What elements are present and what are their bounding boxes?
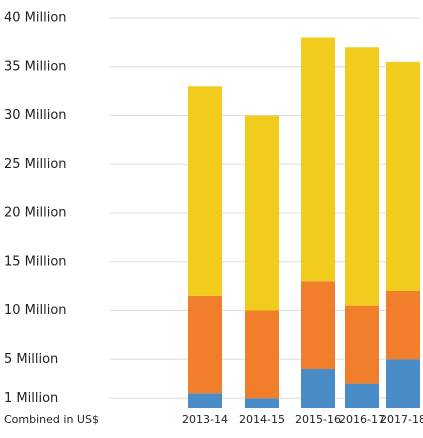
bar-segment [188, 86, 222, 296]
bar-segment [245, 115, 279, 311]
y-tick-label: 40 Million [4, 11, 67, 26]
bar-segment [188, 295, 222, 394]
y-tick-label: 15 Million [4, 254, 67, 269]
y-tick-label: 5 Million [4, 352, 58, 367]
y-tick-label: 1 Million [4, 391, 58, 406]
bar-segment [301, 369, 335, 408]
bar-segment [245, 310, 279, 399]
bar-segment [386, 61, 420, 291]
bar-segment [301, 281, 335, 369]
bar-segment [386, 291, 420, 360]
x-tick-label: 2015-16 [295, 413, 341, 426]
bar-segment [345, 305, 379, 384]
bar-segment [188, 393, 222, 408]
y-tick-label: 20 Million [4, 206, 67, 221]
y-tick-label: 25 Million [4, 157, 67, 172]
y-tick-label: 30 Million [4, 108, 67, 123]
x-tick-label: 2014-15 [239, 413, 285, 426]
bar-segment [301, 37, 335, 282]
y-tick-label: 35 Million [4, 59, 67, 74]
x-axis-label: Combined in US$ [4, 413, 99, 426]
y-tick-label: 10 Million [4, 303, 67, 318]
bar-segment [345, 383, 379, 408]
x-tick-label: 2016-17 [339, 413, 385, 426]
x-tick-label: 2013-14 [182, 413, 228, 426]
bar-segment [345, 47, 379, 306]
bar-segment [386, 359, 420, 408]
x-tick-label: 2017-18 [380, 413, 423, 426]
bar-segment [245, 398, 279, 408]
